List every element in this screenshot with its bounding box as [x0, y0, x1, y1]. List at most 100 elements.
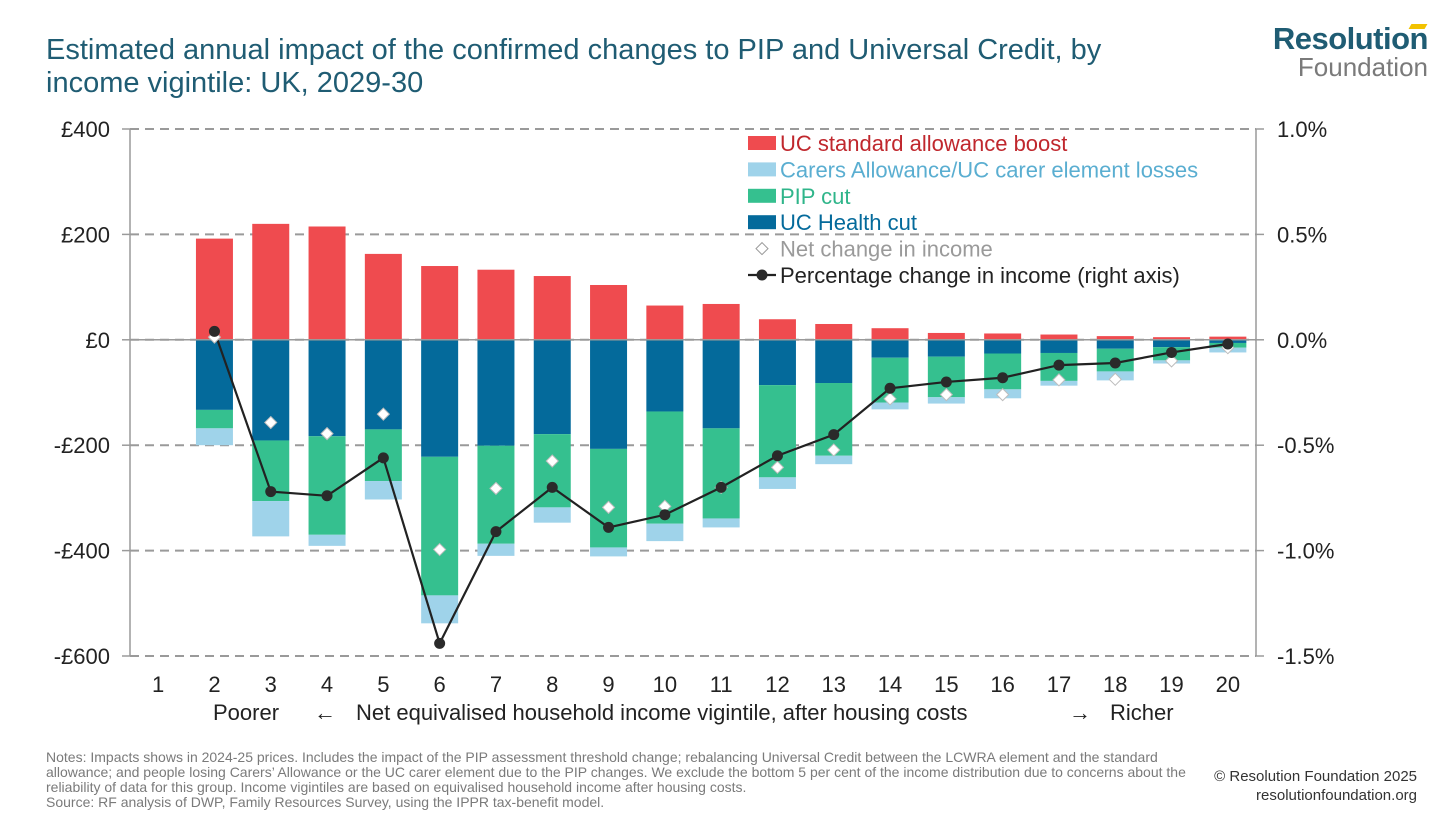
net-change-marker [883, 392, 897, 406]
net-change-marker [995, 387, 1010, 402]
percentage-change-point [771, 450, 783, 462]
bar-uc_boost [590, 284, 628, 340]
notes-text: Notes: Impacts shows in 2024-25 prices. … [46, 749, 1186, 795]
percentage-change-point [828, 429, 840, 441]
bar-uc_health [421, 339, 459, 457]
bar-uc_boost [927, 332, 965, 340]
website-line: resolutionfoundation.org [1256, 787, 1417, 804]
bar-carers [308, 534, 346, 546]
bar-uc_boost [1040, 334, 1078, 340]
x-tick-label: 7 [490, 672, 502, 697]
x-axis-left-arrow: ← [314, 700, 336, 725]
x-tick-label: 10 [653, 672, 677, 697]
legend-label: PIP cut [780, 184, 851, 209]
bar-uc_boost [477, 269, 515, 340]
bar-uc_boost [421, 266, 459, 340]
bar-pip [195, 409, 233, 429]
bar-uc_boost [1153, 337, 1191, 340]
bar-carers [364, 481, 402, 500]
logo-line2: Foundation [1297, 52, 1428, 82]
percentage-change-point [603, 521, 615, 533]
chart-title: Estimated annual impact of the confirmed… [46, 34, 1102, 99]
bar-uc_boost [308, 226, 346, 340]
bar-uc_health [308, 339, 346, 437]
y-left-tick-label: £400 [61, 117, 110, 142]
bar-uc_health [702, 339, 740, 429]
bar-carers [871, 402, 909, 410]
bar-uc_health [195, 339, 233, 410]
bar-uc_boost [758, 319, 796, 340]
notes-block: Notes: Impacts shows in 2024-25 prices. … [46, 750, 1206, 810]
bar-uc_boost [533, 276, 571, 340]
y-right-tick-label: -0.5% [1277, 433, 1334, 458]
bar-carers [533, 507, 571, 523]
bar-uc_health [590, 339, 628, 449]
y-right-tick-label: 1.0% [1277, 117, 1327, 142]
x-tick-label: 2 [208, 672, 220, 697]
legend-swatch-uc_health [748, 215, 776, 230]
legend-swatch-dot [756, 269, 768, 281]
net-change-marker [1164, 354, 1179, 368]
net-change-marker [827, 443, 841, 457]
net-change-marker [1108, 372, 1122, 387]
x-tick-label: 17 [1047, 672, 1071, 697]
bar-uc_boost [984, 333, 1022, 340]
net-change-marker [1052, 373, 1066, 387]
net-change-marker [601, 500, 616, 515]
bar-uc_boost [871, 328, 909, 340]
x-tick-label: 6 [434, 672, 446, 697]
percentage-change-point [546, 481, 558, 493]
bar-uc_boost [364, 253, 402, 340]
notes-source: Source: RF analysis of DWP, Family Resou… [46, 794, 605, 810]
percentage-change-point [1166, 346, 1178, 358]
legend-swatch-uc_boost [748, 136, 776, 150]
bar-pip [984, 353, 1022, 390]
percentage-change-point [434, 637, 446, 649]
y-left-tick-label: -£400 [54, 539, 110, 564]
net-change-marker [264, 415, 278, 430]
bar-uc_health [871, 339, 909, 358]
bar-uc_boost [702, 303, 740, 340]
bar-uc_health [927, 339, 965, 357]
x-tick-label: 19 [1159, 672, 1183, 697]
y-right-tick-label: 0.5% [1277, 222, 1327, 247]
percentage-change-point [265, 486, 277, 498]
bar-uc_health [758, 339, 796, 386]
legend-label: Percentage change in income (right axis) [780, 263, 1180, 288]
bar-uc_boost [195, 238, 233, 340]
bar-carers [590, 547, 628, 557]
bar-carers [477, 543, 515, 556]
percentage-change-point [715, 481, 727, 493]
net-change-marker [489, 481, 503, 496]
bar-carers [702, 518, 740, 528]
legend-label: Carers Allowance/UC carer element losses [780, 157, 1198, 182]
bar-uc_boost [815, 323, 853, 340]
bar-carers [252, 501, 290, 537]
bar-uc_boost [252, 223, 290, 340]
percentage-change-point [208, 325, 220, 337]
percentage-change-point [377, 452, 389, 464]
bar-pip [421, 456, 459, 596]
bar-uc_health [1040, 339, 1078, 353]
net-change-marker [770, 460, 785, 475]
net-change-marker [376, 407, 391, 421]
resolution-foundation-logo: Resolution Foundation [1273, 23, 1429, 82]
y-right-tick-label: 0.0% [1277, 328, 1327, 353]
percentage-change-point [1109, 357, 1121, 369]
x-axis-right-arrow: → [1069, 700, 1091, 725]
legend-label: UC standard allowance boost [780, 131, 1067, 156]
bar-uc_health [1096, 339, 1134, 349]
bar-uc_health [646, 339, 684, 412]
copyright-line: © Resolution Foundation 2025 [1214, 768, 1417, 785]
x-tick-label: 18 [1103, 672, 1127, 697]
legend-swatch-marker [755, 241, 769, 256]
net-change-marker [939, 387, 954, 402]
x-tick-label: 13 [822, 672, 846, 697]
net-change-marker [320, 426, 334, 441]
percentage-change-point [884, 382, 896, 394]
x-tick-label: 12 [765, 672, 789, 697]
percentage-change-point [997, 372, 1009, 384]
x-tick-label: 5 [377, 672, 389, 697]
x-tick-label: 14 [878, 672, 902, 697]
